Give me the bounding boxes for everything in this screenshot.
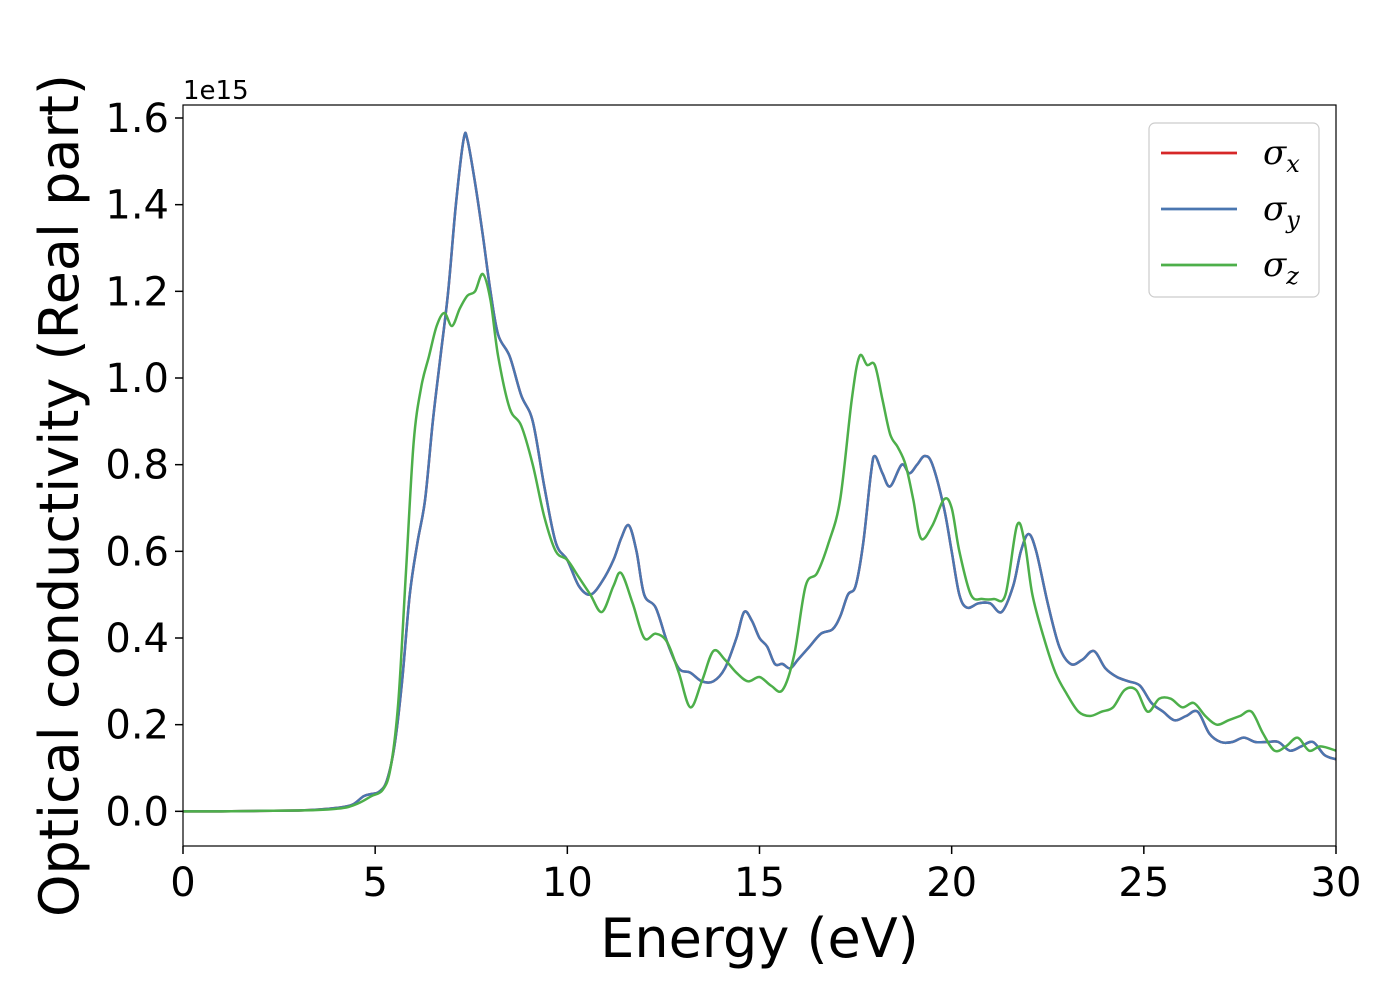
x-tick-label: 30	[1311, 860, 1362, 906]
y-tick-label: 0.0	[105, 789, 169, 835]
x-tick-label: 0	[170, 860, 195, 906]
y-axis-ticks: 0.0 0.2 0.4 0.6 0.8 1.0 1.2 1.4 1.6	[105, 96, 183, 835]
x-axis-label: Energy (eV)	[600, 907, 919, 970]
series-line-z	[183, 272, 1336, 813]
legend-label-y: σy	[1263, 189, 1300, 234]
y-tick-label: 1.2	[105, 269, 169, 315]
legend-label-x: σx	[1263, 133, 1300, 178]
y-axis-label: Optical conductivity (Real part)	[28, 74, 91, 917]
y-tick-label: 0.8	[105, 443, 169, 489]
y-tick-label: 0.2	[105, 703, 169, 749]
series-layer	[183, 131, 1336, 813]
x-tick-label: 25	[1118, 860, 1169, 906]
legend-label-z: σz	[1263, 245, 1299, 290]
y-tick-label: 1.4	[105, 183, 169, 229]
x-tick-label: 5	[362, 860, 387, 906]
y-tick-label: 1.6	[105, 96, 169, 142]
x-tick-label: 15	[734, 860, 785, 906]
y-axis-offset-label: 1e15	[183, 76, 249, 106]
y-tick-label: 0.6	[105, 529, 169, 575]
x-tick-label: 10	[542, 860, 593, 906]
legend: σx σy σz	[1148, 122, 1320, 298]
y-tick-label: 0.4	[105, 616, 169, 662]
x-axis-ticks: 0 5 10 15 20 25 30	[170, 846, 1361, 906]
x-tick-label: 20	[926, 860, 977, 906]
y-tick-label: 1.0	[105, 356, 169, 402]
